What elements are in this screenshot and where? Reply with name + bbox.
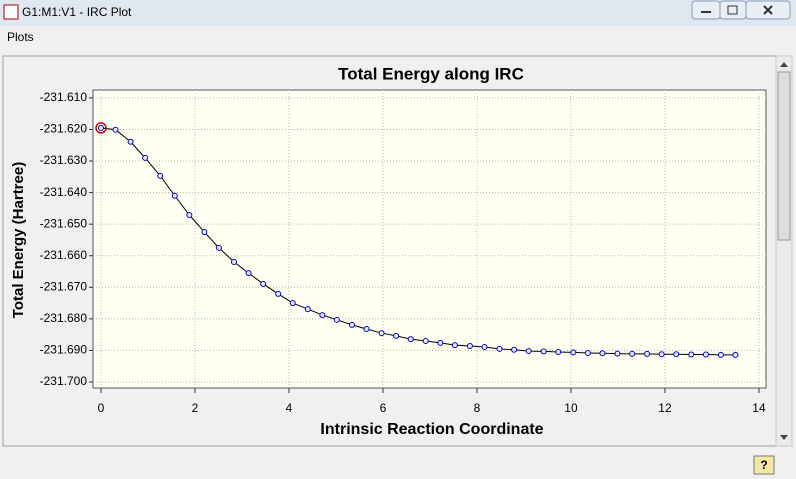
data-point [393, 332, 400, 339]
data-point [688, 351, 695, 358]
y-tick-label: -231.690 [40, 343, 88, 357]
data-point [570, 349, 577, 356]
y-tick-label: -231.700 [40, 374, 88, 388]
data-point [230, 259, 237, 266]
y-tick-label: -231.640 [40, 185, 88, 199]
minimize-button[interactable] [691, 0, 721, 20]
data-point [481, 343, 488, 350]
menu-item[interactable]: Plots [7, 30, 34, 44]
data-point [127, 138, 134, 145]
data-point [466, 343, 473, 350]
data-point [658, 351, 665, 358]
data-point [378, 330, 385, 337]
data-point [599, 350, 606, 357]
data-point [186, 212, 193, 219]
data-point [171, 192, 178, 199]
maximize-button[interactable] [719, 0, 747, 20]
data-point [732, 351, 739, 358]
x-tick-label: 0 [98, 401, 105, 415]
data-point [407, 336, 414, 343]
data-point [644, 350, 651, 357]
data-point [422, 337, 429, 344]
data-point [319, 312, 326, 319]
scroll-thumb[interactable] [777, 71, 791, 241]
data-point [157, 172, 164, 179]
x-tick-label: 14 [752, 401, 766, 415]
data-point [245, 270, 252, 277]
data-point [717, 351, 724, 358]
app-icon [3, 4, 19, 20]
data-point [496, 345, 503, 352]
data-point [215, 244, 222, 251]
data-point [555, 349, 562, 356]
data-point [260, 280, 267, 287]
data-point [451, 342, 458, 349]
data-point [437, 339, 444, 346]
plot-area [92, 89, 767, 389]
window-title: G1:M1:V1 - IRC Plot [22, 5, 132, 19]
menu-bar [0, 27, 796, 51]
data-point [614, 350, 621, 357]
y-tick-label: -231.650 [40, 216, 88, 230]
data-point [112, 126, 119, 133]
help-button[interactable] [753, 455, 775, 475]
data-point [201, 229, 208, 236]
window-buttons[interactable] [691, 0, 791, 20]
title-bar [0, 0, 796, 26]
data-point [348, 321, 355, 328]
data-point [97, 124, 104, 131]
x-tick-label: 10 [564, 401, 578, 415]
y-tick-label: -231.660 [40, 248, 88, 262]
help-icon[interactable]: ? [760, 458, 767, 472]
data-point [629, 350, 636, 357]
x-axis-label: Intrinsic Reaction Coordinate [320, 421, 543, 438]
data-point [142, 154, 149, 161]
x-tick-label: 6 [380, 401, 387, 415]
x-tick-label: 12 [658, 401, 672, 415]
data-point [275, 290, 282, 297]
data-point [363, 325, 370, 332]
x-tick-label: 2 [192, 401, 199, 415]
data-point [304, 306, 311, 313]
data-point [511, 346, 518, 353]
data-point [289, 300, 296, 307]
data-point [333, 316, 340, 323]
y-axis-label: Total Energy (Hartree) [10, 162, 27, 318]
chart: Total Energy along IRC Intrinsic Reactio… [10, 64, 767, 438]
x-tick-label: 8 [474, 401, 481, 415]
y-tick-label: -231.670 [40, 279, 88, 293]
data-point [673, 351, 680, 358]
chart-title: Total Energy along IRC [338, 64, 524, 83]
y-tick-label: -231.620 [40, 122, 88, 136]
highlight-marker [95, 122, 107, 134]
data-point [584, 349, 591, 356]
data-point [702, 351, 709, 358]
y-tick-label: -231.630 [40, 153, 88, 167]
y-tick-label: -231.610 [40, 90, 88, 104]
data-point [525, 348, 532, 355]
x-tick-label: 4 [286, 401, 293, 415]
data-point [540, 348, 547, 355]
y-tick-label: -231.680 [40, 311, 88, 325]
